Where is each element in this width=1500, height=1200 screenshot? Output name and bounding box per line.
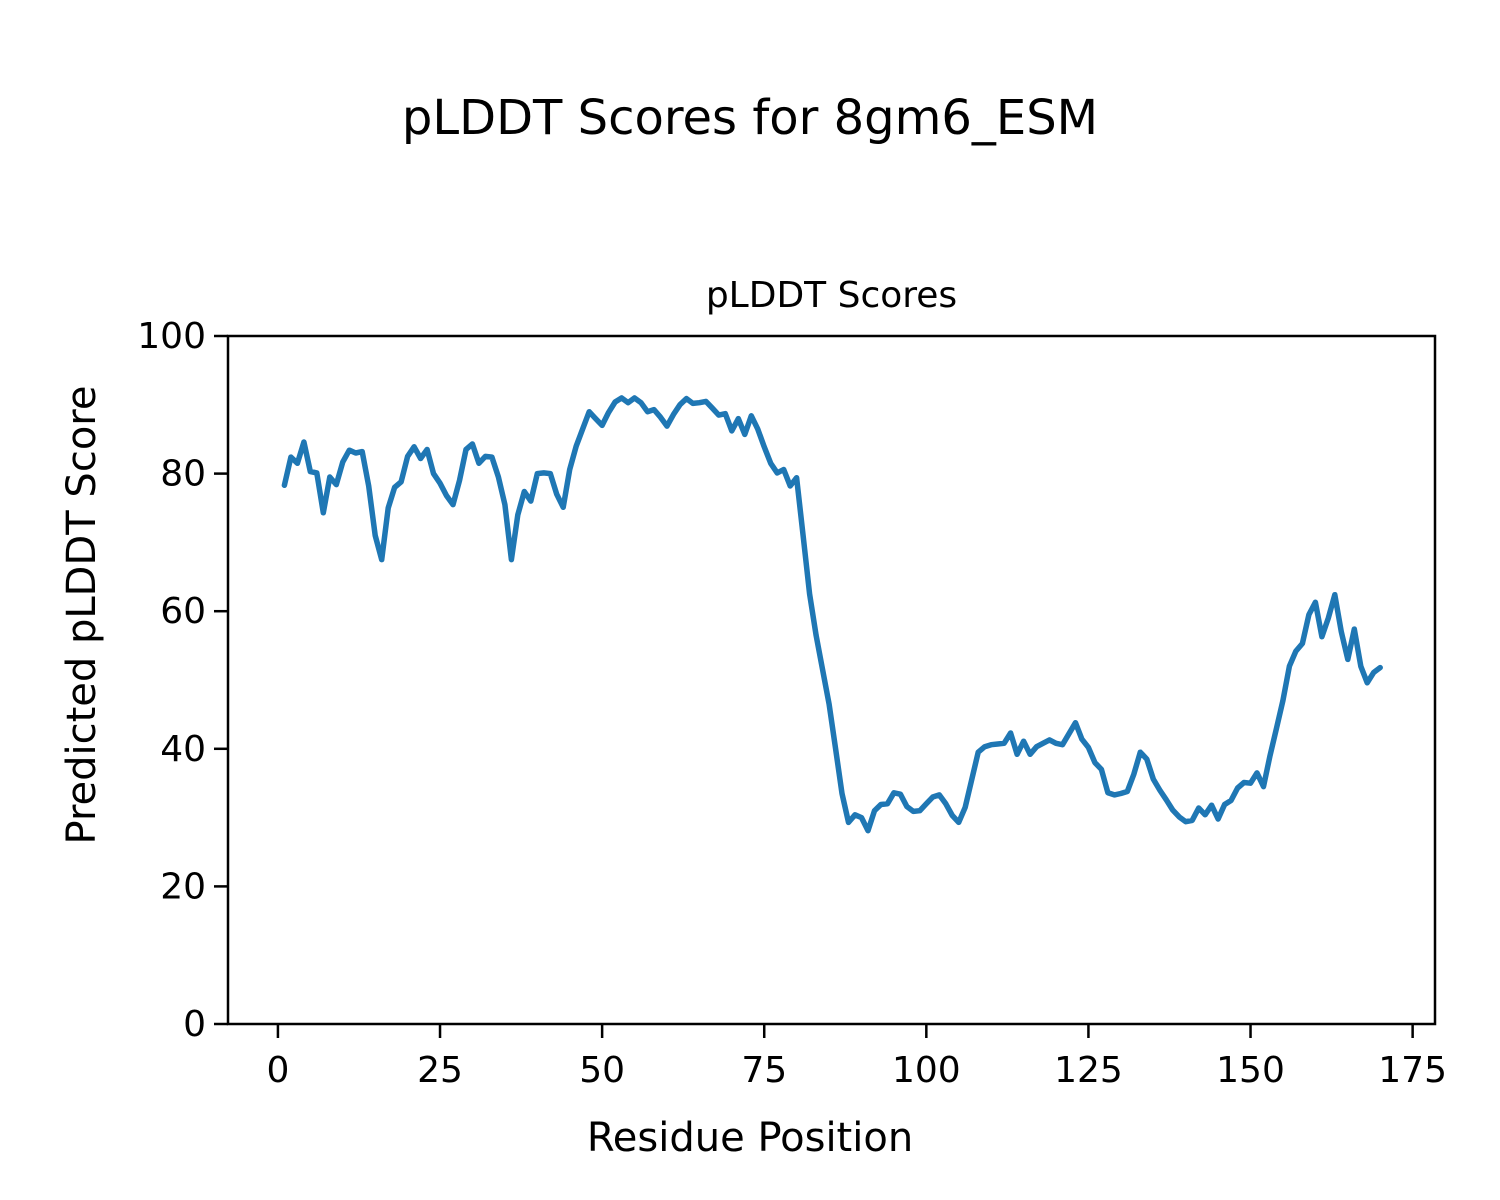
x-tick-label: 150 [1216, 1050, 1285, 1091]
x-tick-label: 175 [1378, 1050, 1447, 1091]
axes-spines [226, 334, 1437, 1026]
y-tick-label: 60 [160, 591, 206, 632]
y-tick-label: 0 [183, 1004, 206, 1045]
x-tick-label: 100 [892, 1050, 961, 1091]
x-tick-label: 25 [417, 1050, 463, 1091]
axes-title: pLDDT Scores [705, 275, 958, 316]
x-tick-label: 0 [266, 1050, 289, 1091]
x-tick-label: 50 [579, 1050, 625, 1091]
y-tick-label: 40 [160, 729, 206, 770]
plddt-line [281, 395, 1383, 834]
figure-title: pLDDT Scores for 8gm6_ESM [401, 90, 1099, 146]
x-tick-label: 125 [1054, 1050, 1123, 1091]
y-tick-label: 20 [160, 866, 206, 907]
y-tick-label: 80 [160, 454, 206, 495]
x-axis-label: Residue Position [586, 1115, 914, 1161]
x-tick-label: 75 [741, 1050, 787, 1091]
y-tick-label: 100 [137, 316, 206, 357]
